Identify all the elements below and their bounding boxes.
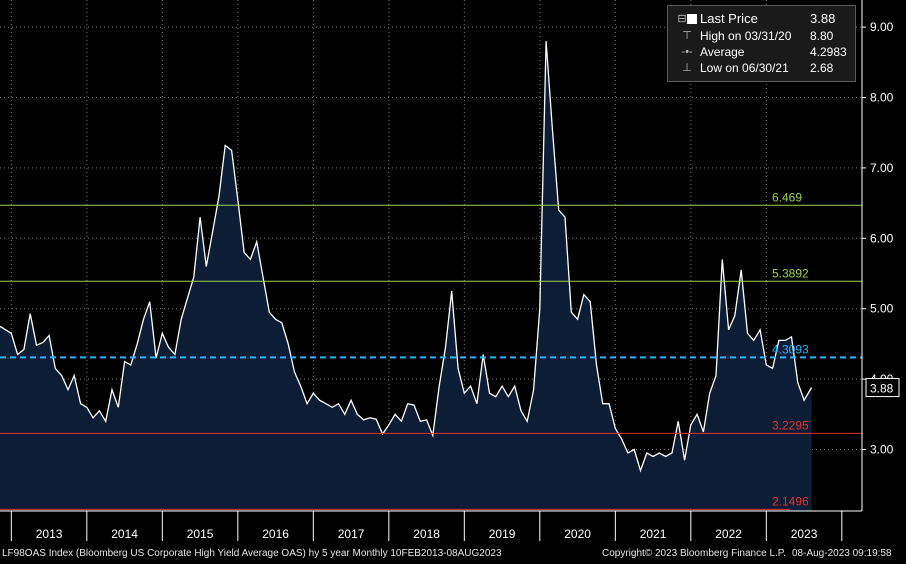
y-tick-label: 5.00 xyxy=(870,302,894,316)
square-icon: ⊟ xyxy=(677,13,687,25)
footer-timestamp: 08-Aug-2023 09:19:58 xyxy=(792,548,892,559)
x-tick-label: 2013 xyxy=(36,527,63,541)
legend-value: 8.80 xyxy=(810,29,834,43)
chart-footer: LF98OAS Index (Bloomberg US Corporate Hi… xyxy=(2,548,906,559)
y-tick-label: 9.00 xyxy=(870,20,894,34)
last-price-tag: 3.88 xyxy=(865,378,900,398)
legend-row-average: -•- Average 4.2983 xyxy=(668,44,855,60)
x-tick-label: 2020 xyxy=(564,527,591,541)
x-tick-label: 2019 xyxy=(489,527,516,541)
low-marker-icon: ⊥ xyxy=(682,62,692,74)
legend-value: 4.2983 xyxy=(810,45,847,59)
reference-lines: 6.469 5.3892 4.3093 3.2295 2.1496 xyxy=(0,190,862,510)
x-tick-label: 2023 xyxy=(791,527,818,541)
x-tick-label: 2021 xyxy=(640,527,667,541)
last-price-tag-label: 3.88 xyxy=(870,382,894,396)
legend-row-high: ⊤ High on 03/31/20 8.80 xyxy=(668,28,855,44)
reference-line-label: 5.3892 xyxy=(772,266,809,280)
x-tick-label: 2017 xyxy=(338,527,365,541)
x-tick-label: 2022 xyxy=(715,527,742,541)
footer-description: LF98OAS Index (Bloomberg US Corporate Hi… xyxy=(2,548,502,559)
legend-label: Average xyxy=(700,45,745,59)
series-area xyxy=(0,41,813,511)
reference-line-label: 2.1496 xyxy=(772,494,809,508)
series-area-fill xyxy=(0,41,812,511)
reference-line-label: 4.3093 xyxy=(772,342,809,356)
legend-label: Low on 06/30/21 xyxy=(700,61,789,75)
high-marker-icon: ⊤ xyxy=(682,30,692,42)
footer-copyright: Copyright© 2023 Bloomberg Finance L.P. xyxy=(602,548,786,559)
y-axis: 3.004.005.006.007.008.009.00 xyxy=(861,0,894,511)
x-tick-label: 2015 xyxy=(187,527,214,541)
reference-line-label: 6.469 xyxy=(772,190,802,204)
legend-row-low: ⊥ Low on 06/30/21 2.68 xyxy=(668,60,855,76)
y-tick-label: 3.00 xyxy=(870,443,894,457)
chart-legend: ⊟ Last Price 3.88 ⊤ High on 03/31/20 8.8… xyxy=(667,5,856,82)
y-tick-label: 6.00 xyxy=(870,231,894,245)
last-price-tag-box xyxy=(865,378,900,398)
x-tick-label: 2016 xyxy=(262,527,289,541)
legend-label: Last Price xyxy=(700,11,758,26)
legend-label: High on 03/31/20 xyxy=(700,29,792,43)
legend-value: 3.88 xyxy=(810,11,836,26)
x-axis: 2013 2014 2015 2016 2017 2018 2019 2020 2021 2022… xyxy=(0,510,862,541)
x-tick-label: 2014 xyxy=(111,527,138,541)
x-tick-label: 2018 xyxy=(413,527,440,541)
average-marker-icon: -•- xyxy=(681,46,693,58)
white-square-icon xyxy=(685,11,699,29)
legend-value: 2.68 xyxy=(810,61,834,75)
series-line-last-price xyxy=(0,41,813,473)
y-tick-label: 7.00 xyxy=(870,161,894,175)
legend-row-last-price: ⊟ Last Price 3.88 xyxy=(668,11,855,27)
y-tick-label: 8.00 xyxy=(870,91,894,105)
reference-line-label: 3.2295 xyxy=(772,418,809,432)
